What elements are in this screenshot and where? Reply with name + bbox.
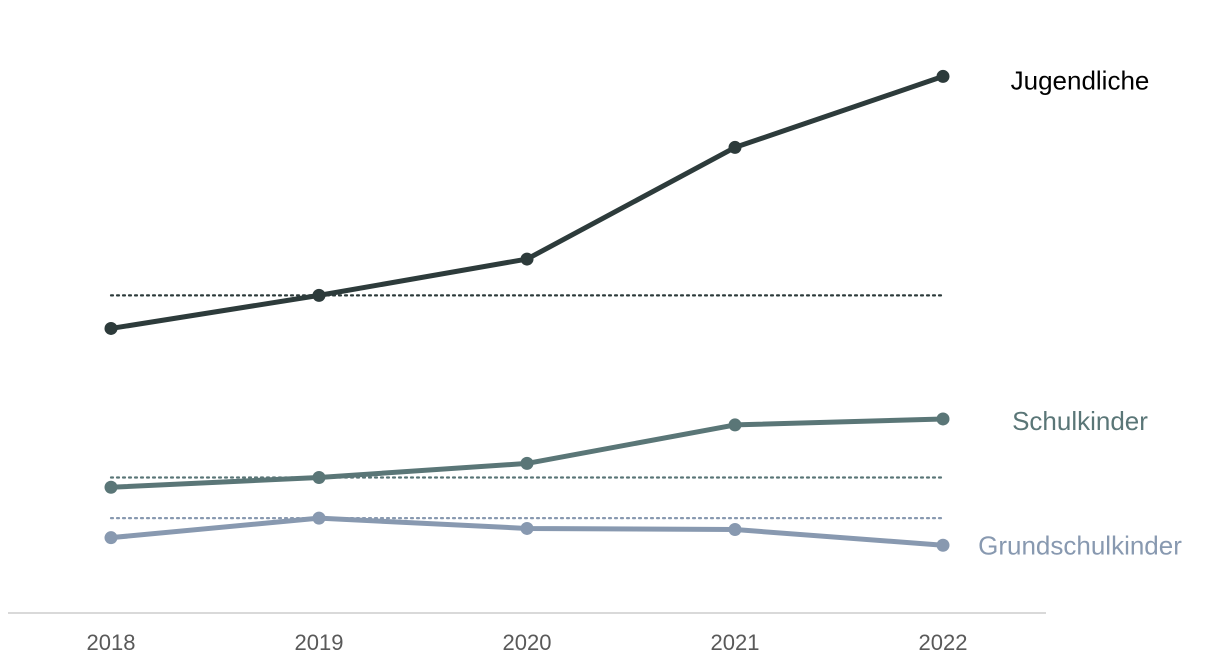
data-point-grundschulkinder-2019 (312, 511, 326, 525)
x-tick-label-2022: 2022 (919, 630, 968, 655)
data-point-schulkinder-2020 (520, 456, 534, 470)
series-labels: Jugendliche Schulkinder Grundschulkinder (978, 65, 1182, 560)
series-lines (108, 73, 946, 548)
data-point-jugendliche-2022 (936, 69, 950, 83)
data-point-grundschulkinder-2018 (104, 531, 118, 545)
series-label-jugendliche: Jugendliche (1011, 65, 1150, 95)
data-point-grundschulkinder-2021 (728, 523, 742, 537)
data-point-grundschulkinder-2022 (936, 538, 950, 552)
data-points (104, 69, 950, 552)
x-tick-label-2020: 2020 (503, 630, 552, 655)
x-axis-ticks: 2018 2019 2020 2021 2022 (87, 630, 968, 655)
data-point-jugendliche-2020 (520, 252, 534, 266)
x-tick-label-2019: 2019 (295, 630, 344, 655)
series-line-jugendliche (108, 73, 946, 331)
data-point-schulkinder-2018 (104, 480, 118, 494)
series-label-grundschulkinder: Grundschulkinder (978, 530, 1182, 560)
data-point-jugendliche-2018 (104, 321, 118, 335)
series-label-schulkinder: Schulkinder (1012, 406, 1148, 436)
data-point-jugendliche-2021 (728, 140, 742, 154)
x-tick-label-2021: 2021 (711, 630, 760, 655)
data-point-schulkinder-2022 (936, 412, 950, 426)
data-point-grundschulkinder-2020 (520, 521, 534, 535)
x-tick-label-2018: 2018 (87, 630, 136, 655)
data-point-schulkinder-2019 (312, 471, 326, 484)
reference-lines (109, 294, 945, 520)
data-point-schulkinder-2021 (728, 418, 742, 432)
data-point-jugendliche-2019 (312, 288, 326, 302)
